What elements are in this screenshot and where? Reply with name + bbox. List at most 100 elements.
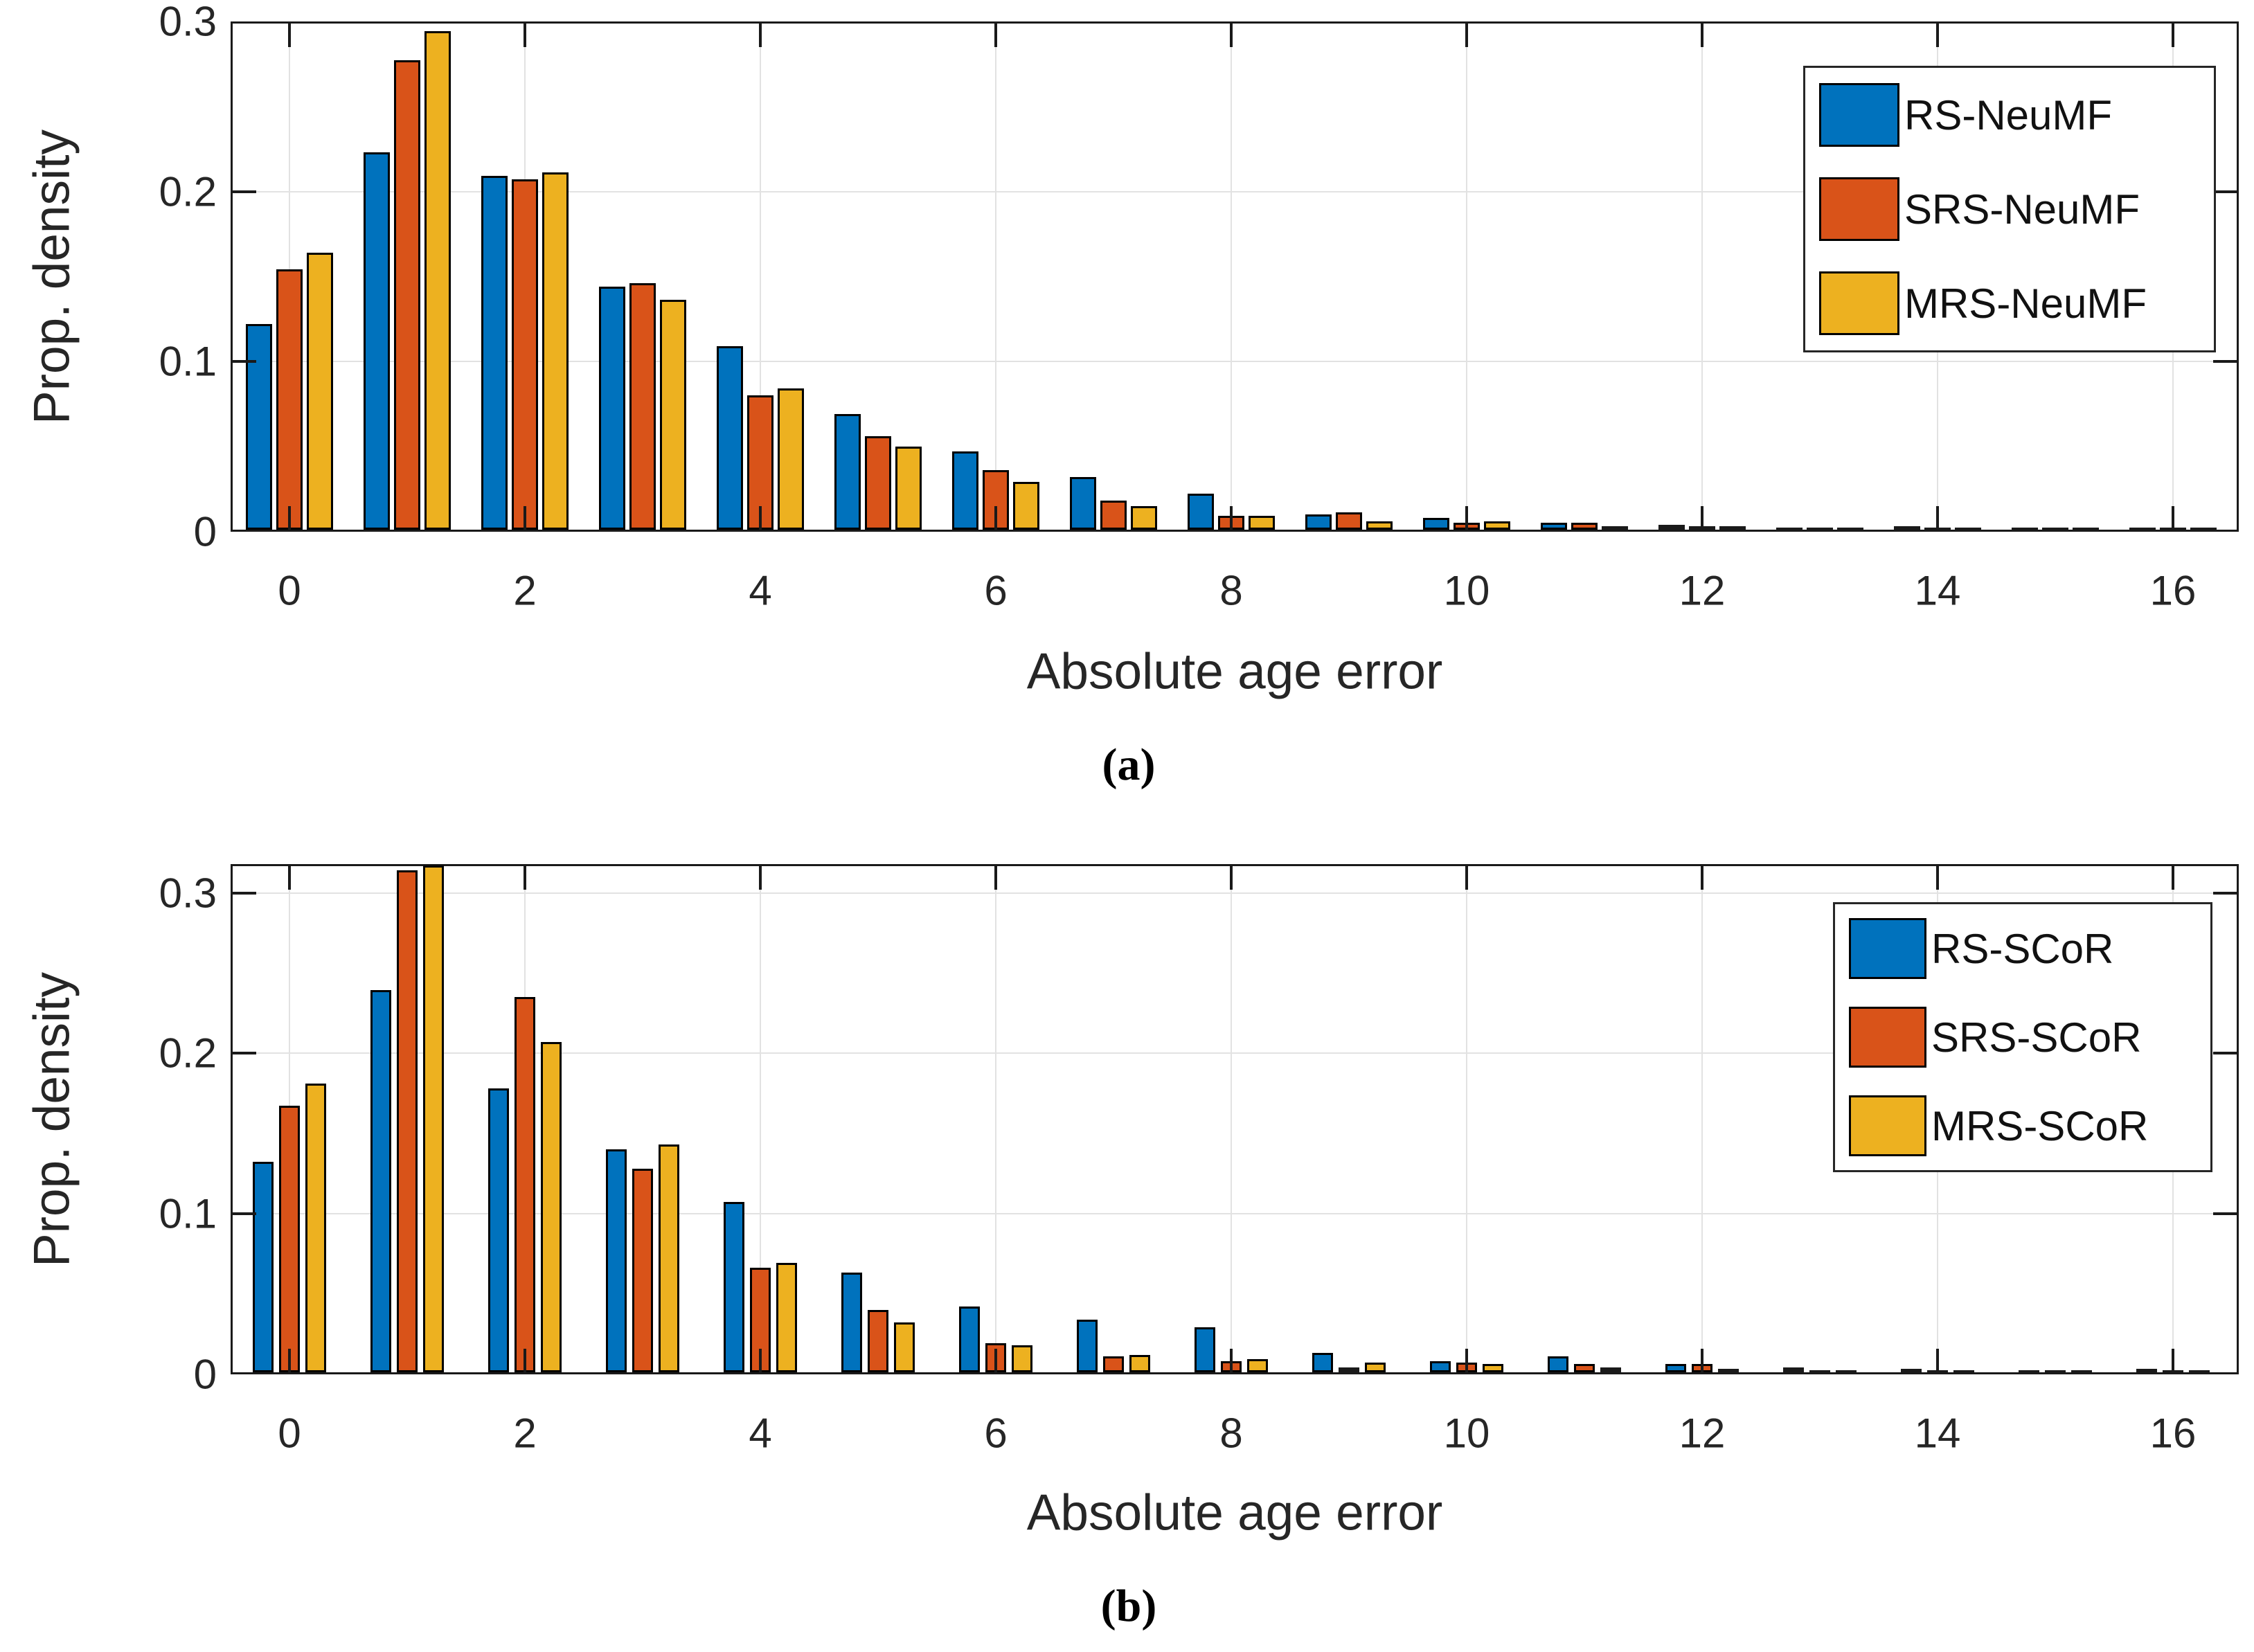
bar <box>724 1202 744 1372</box>
y-tick-label: 0.1 <box>159 338 217 385</box>
legend-item: RS-SCoR <box>1835 918 2210 979</box>
y-tick-mark-right <box>2213 891 2237 895</box>
bar <box>1013 482 1039 530</box>
x-tick-label: 6 <box>984 567 1008 614</box>
bar <box>952 451 978 530</box>
bar <box>1336 512 1362 530</box>
bar <box>1366 521 1393 530</box>
bar <box>776 1263 797 1372</box>
y-tick-mark-right <box>2213 360 2237 363</box>
gridline-vertical <box>1231 24 1232 530</box>
x-tick-mark-bottom <box>1465 506 1468 530</box>
bar <box>747 395 773 530</box>
y-tick-label: 0 <box>193 1351 217 1398</box>
bar <box>1783 1367 1804 1372</box>
x-tick-mark-top <box>994 866 997 890</box>
x-tick-mark-top <box>288 866 291 890</box>
legend-item: MRS-SCoR <box>1835 1095 2210 1156</box>
bar <box>1484 521 1510 530</box>
gridline-horizontal <box>233 361 2237 363</box>
bar <box>2042 528 2068 530</box>
legend-label: MRS-NeuMF <box>1904 280 2147 327</box>
y-axis-label-a: Prop. density <box>24 129 80 424</box>
bar <box>1131 506 1157 530</box>
bar <box>246 324 272 530</box>
x-tick-label: 0 <box>278 1410 301 1457</box>
bar <box>2190 528 2217 530</box>
legend-color-swatch <box>1819 177 1899 241</box>
legend-color-swatch <box>1849 1007 1926 1068</box>
x-tick-label: 16 <box>2149 1410 2197 1457</box>
bar <box>253 1162 274 1372</box>
legend-label: RS-SCoR <box>1931 925 2114 972</box>
bar <box>1600 1367 1621 1372</box>
bar <box>2129 528 2156 530</box>
bar <box>1719 526 1746 530</box>
bar <box>488 1088 509 1372</box>
y-tick-mark-left <box>233 360 256 363</box>
x-tick-mark-bottom <box>1701 1349 1703 1372</box>
gridline-horizontal <box>233 190 2237 192</box>
x-tick-mark-top <box>1230 24 1233 47</box>
bar <box>1894 526 1920 530</box>
x-tick-label: 0 <box>278 567 301 614</box>
bar <box>541 1042 562 1372</box>
bar <box>1809 1370 1830 1372</box>
bar <box>750 1268 771 1372</box>
x-tick-mark-top <box>2172 866 2174 890</box>
x-tick-label: 14 <box>1914 1410 1961 1457</box>
bar <box>481 176 508 530</box>
bar <box>542 172 569 530</box>
y-tick-label: 0.2 <box>159 168 217 215</box>
x-tick-mark-bottom <box>2172 506 2174 530</box>
x-tick-mark-top <box>1465 24 1468 47</box>
legend-item: SRS-SCoR <box>1835 1007 2210 1068</box>
bar <box>2045 1370 2066 1372</box>
legend-label: MRS-SCoR <box>1931 1102 2149 1149</box>
x-tick-mark-top <box>288 24 291 47</box>
bar <box>2019 1370 2039 1372</box>
x-axis-label-a: Absolute age error <box>1026 643 1443 700</box>
bar <box>276 269 303 530</box>
x-tick-label: 2 <box>513 1410 537 1457</box>
legend-color-swatch <box>1819 271 1899 335</box>
x-tick-mark-bottom <box>759 506 762 530</box>
x-tick-mark-bottom <box>1701 506 1703 530</box>
legend-color-swatch <box>1849 1095 1926 1156</box>
x-tick-mark-top <box>1936 866 1939 890</box>
x-tick-label: 12 <box>1679 1410 1726 1457</box>
bar <box>1423 518 1449 530</box>
gridline-vertical <box>1466 24 1467 530</box>
x-tick-label: 4 <box>749 1410 772 1457</box>
bar <box>1602 526 1628 530</box>
legend-color-swatch <box>1849 918 1926 979</box>
bar <box>1718 1369 1739 1372</box>
gridline-vertical <box>1701 24 1703 530</box>
legend-label: SRS-NeuMF <box>1904 186 2140 233</box>
x-tick-mark-top <box>994 24 997 47</box>
x-tick-label: 8 <box>1219 1410 1243 1457</box>
x-tick-mark-bottom <box>1230 506 1233 530</box>
gridline-vertical <box>995 866 996 1372</box>
x-tick-mark-bottom <box>1230 1349 1233 1372</box>
y-tick-mark-left <box>233 1212 256 1216</box>
y-tick-mark-right <box>2213 190 2237 193</box>
x-tick-mark-top <box>1701 866 1703 890</box>
bar <box>717 346 743 530</box>
x-tick-mark-bottom <box>1936 506 1939 530</box>
bar <box>364 152 390 530</box>
bar <box>1776 528 1803 530</box>
y-axis-label-b: Prop. density <box>24 971 80 1267</box>
x-tick-mark-top <box>524 24 526 47</box>
bar <box>1574 1364 1595 1372</box>
y-tick-mark-left <box>233 1052 256 1055</box>
bar <box>2012 528 2038 530</box>
bar <box>599 287 625 530</box>
bar <box>868 1310 888 1372</box>
bar <box>1070 477 1096 530</box>
x-tick-label: 8 <box>1219 567 1243 614</box>
bar <box>1365 1363 1386 1372</box>
x-tick-label: 10 <box>1443 567 1490 614</box>
bar <box>1836 1370 1857 1372</box>
bar <box>1665 1364 1686 1372</box>
